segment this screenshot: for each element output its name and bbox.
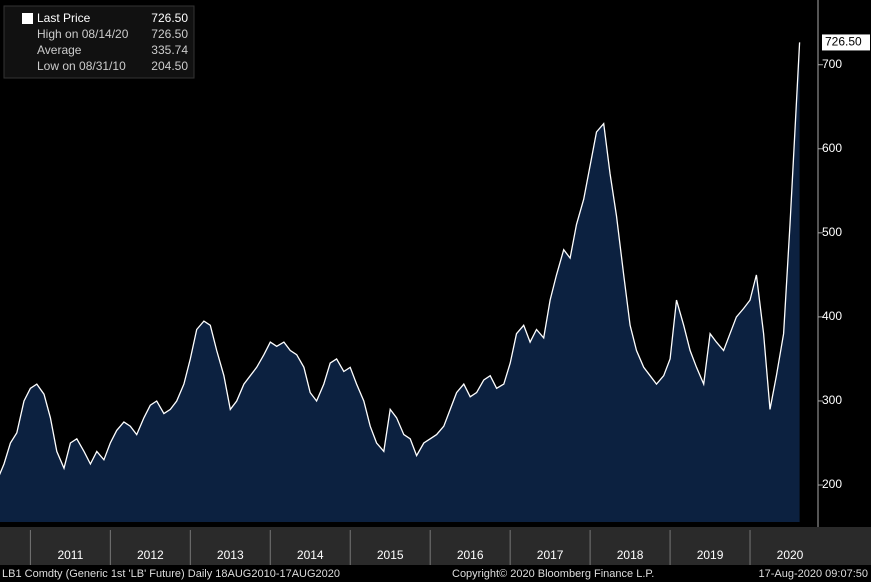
- x-tick-label: 2013: [217, 548, 244, 562]
- legend-value: 335.74: [151, 43, 188, 57]
- x-tick-label: 2016: [457, 548, 484, 562]
- legend-swatch: [22, 13, 33, 24]
- y-tick-label: 600: [822, 141, 842, 155]
- x-tick-label: 2017: [537, 548, 564, 562]
- legend-label: High on 08/14/20: [37, 27, 129, 41]
- price-line: [0, 42, 801, 476]
- legend-box: [3, 5, 195, 79]
- y-tick-label: 200: [822, 477, 842, 491]
- x-axis-band: [0, 527, 871, 565]
- y-tick-label: 400: [822, 309, 842, 323]
- legend-label: Low on 08/31/10: [37, 59, 126, 73]
- footer-left: LB1 Comdty (Generic 1st 'LB' Future) Dai…: [2, 568, 340, 580]
- area: [0, 42, 800, 522]
- footer-time: 17-Aug-2020 09:07:50: [759, 568, 868, 580]
- legend-value: 726.50: [151, 27, 188, 41]
- x-tick-label: 2012: [137, 548, 164, 562]
- x-tick-label: 2020: [777, 548, 804, 562]
- footer-copyright: Copyright© 2020 Bloomberg Finance L.P.: [452, 568, 654, 580]
- legend-label: Last Price: [37, 11, 91, 25]
- x-tick-label: 2011: [57, 548, 83, 562]
- legend-label: Average: [37, 43, 82, 57]
- x-tick-label: 2014: [297, 548, 324, 562]
- legend-value: 204.50: [151, 59, 188, 73]
- y-tick-label: 300: [822, 393, 842, 407]
- x-tick-label: 2019: [697, 548, 724, 562]
- x-tick-label: 2018: [617, 548, 644, 562]
- y-tick-label: 500: [822, 225, 842, 239]
- last-price-label: 726.50: [825, 35, 862, 49]
- legend-value: 726.50: [151, 11, 188, 25]
- x-tick-label: 2015: [377, 548, 404, 562]
- y-tick-label: 700: [822, 57, 842, 71]
- last-price-box: [822, 34, 870, 51]
